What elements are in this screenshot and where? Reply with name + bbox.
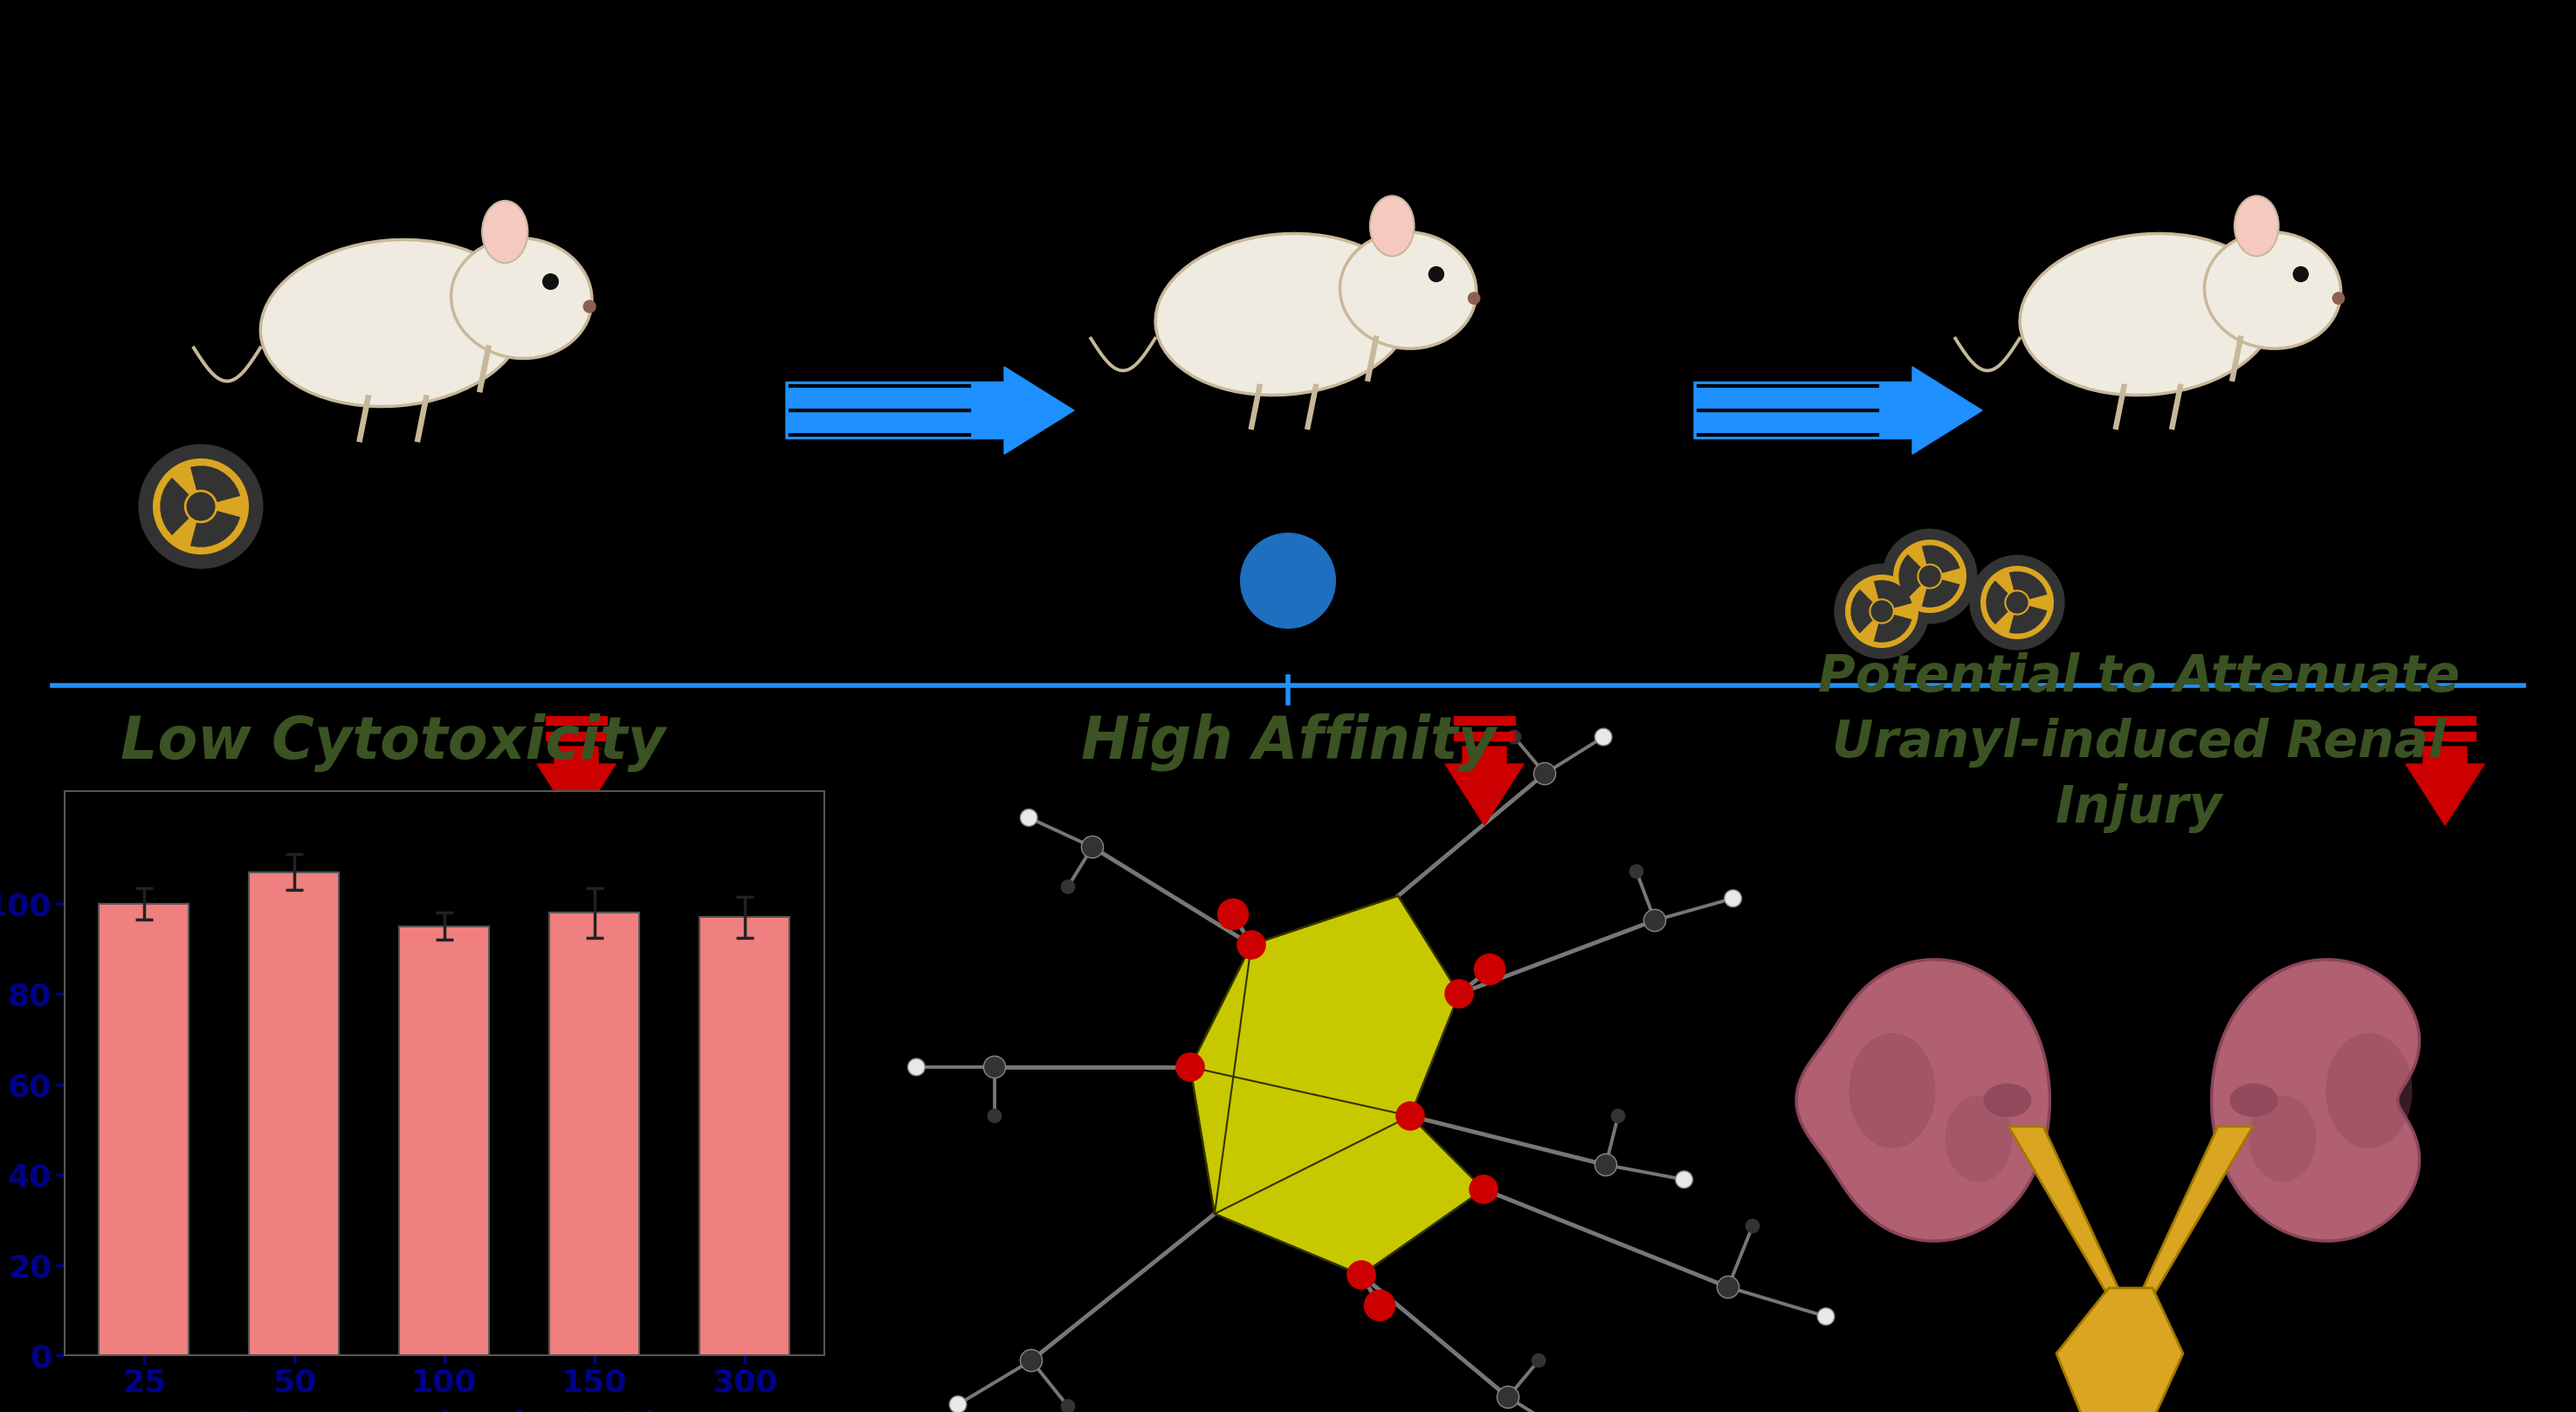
Ellipse shape xyxy=(1370,196,1414,256)
Circle shape xyxy=(1020,1350,1043,1371)
Bar xyxy=(701,918,791,1356)
Ellipse shape xyxy=(451,239,592,359)
Polygon shape xyxy=(2056,1288,2182,1412)
Circle shape xyxy=(1020,809,1038,826)
Ellipse shape xyxy=(1945,1096,2012,1182)
Circle shape xyxy=(2293,265,2308,282)
Circle shape xyxy=(1363,1289,1396,1322)
Ellipse shape xyxy=(2233,196,2280,256)
Circle shape xyxy=(544,274,559,289)
Polygon shape xyxy=(1850,589,1873,634)
Circle shape xyxy=(582,299,595,313)
Ellipse shape xyxy=(2231,1083,2277,1117)
FancyArrow shape xyxy=(2406,747,2483,825)
Text: Low Cytotoxicity: Low Cytotoxicity xyxy=(121,713,665,771)
Circle shape xyxy=(987,1108,1002,1124)
Circle shape xyxy=(1468,292,1481,305)
Text: Potential to Attenuate
Uranyl-induced Renal
Injury: Potential to Attenuate Uranyl-induced Re… xyxy=(1819,652,2460,833)
Polygon shape xyxy=(1190,897,1484,1275)
Ellipse shape xyxy=(2020,233,2277,395)
Polygon shape xyxy=(2009,1127,2120,1292)
Circle shape xyxy=(1643,909,1667,932)
Circle shape xyxy=(1595,1154,1618,1176)
Ellipse shape xyxy=(2326,1034,2411,1148)
Circle shape xyxy=(2007,592,2027,614)
Ellipse shape xyxy=(260,240,526,407)
Circle shape xyxy=(1507,730,1522,744)
FancyArrow shape xyxy=(1445,747,1525,825)
Circle shape xyxy=(907,1059,925,1076)
Ellipse shape xyxy=(482,201,528,263)
Circle shape xyxy=(1628,864,1643,878)
Circle shape xyxy=(1893,539,1965,613)
Circle shape xyxy=(1473,953,1504,986)
Polygon shape xyxy=(1899,555,1922,599)
Circle shape xyxy=(1883,528,1978,624)
Polygon shape xyxy=(2213,960,2419,1241)
Circle shape xyxy=(1530,1353,1546,1368)
Polygon shape xyxy=(191,511,240,546)
Circle shape xyxy=(1239,532,1337,628)
Polygon shape xyxy=(1873,580,1911,609)
Circle shape xyxy=(1347,1261,1376,1289)
Polygon shape xyxy=(2141,1127,2254,1292)
Polygon shape xyxy=(2009,572,2048,599)
Circle shape xyxy=(1744,1219,1759,1233)
Circle shape xyxy=(1061,1399,1074,1412)
Circle shape xyxy=(1175,1052,1206,1082)
Polygon shape xyxy=(1922,580,1960,607)
Polygon shape xyxy=(1873,614,1911,642)
Circle shape xyxy=(1497,1387,1520,1408)
Polygon shape xyxy=(160,477,188,535)
FancyArrow shape xyxy=(536,747,616,825)
Circle shape xyxy=(1844,575,1919,648)
Circle shape xyxy=(1610,1108,1625,1124)
Bar xyxy=(399,926,489,1356)
Circle shape xyxy=(1870,600,1893,623)
Circle shape xyxy=(1236,931,1265,960)
Bar xyxy=(250,873,340,1356)
Ellipse shape xyxy=(1157,233,1412,395)
Circle shape xyxy=(1834,563,1929,659)
Polygon shape xyxy=(1795,960,2050,1241)
Ellipse shape xyxy=(2249,1096,2316,1182)
Circle shape xyxy=(139,443,263,569)
Circle shape xyxy=(2331,292,2344,305)
Ellipse shape xyxy=(1984,1083,2032,1117)
Circle shape xyxy=(1216,898,1249,931)
Circle shape xyxy=(152,459,250,555)
Text: High Affinity: High Affinity xyxy=(1079,713,1497,771)
Circle shape xyxy=(1533,762,1556,785)
Bar xyxy=(549,912,639,1356)
Ellipse shape xyxy=(2205,232,2342,349)
Circle shape xyxy=(1061,880,1074,894)
Circle shape xyxy=(1718,1276,1739,1298)
Circle shape xyxy=(1919,565,1940,587)
Circle shape xyxy=(1595,729,1613,746)
Ellipse shape xyxy=(1850,1034,1935,1148)
X-axis label: Concentration (μg/mL): Concentration (μg/mL) xyxy=(229,1411,659,1412)
Circle shape xyxy=(1723,890,1741,907)
Circle shape xyxy=(984,1056,1005,1079)
Circle shape xyxy=(1427,265,1445,282)
Circle shape xyxy=(1816,1308,1834,1324)
Circle shape xyxy=(1468,1175,1499,1204)
Polygon shape xyxy=(191,466,240,503)
Circle shape xyxy=(1445,979,1473,1008)
Bar xyxy=(98,904,188,1356)
Circle shape xyxy=(1981,566,2053,640)
Polygon shape xyxy=(2009,606,2048,634)
Polygon shape xyxy=(1922,545,1960,573)
Circle shape xyxy=(185,491,216,521)
Circle shape xyxy=(1396,1101,1425,1131)
Circle shape xyxy=(951,1396,966,1412)
FancyArrow shape xyxy=(1695,367,1981,455)
FancyArrow shape xyxy=(786,367,1074,455)
Circle shape xyxy=(1971,555,2066,650)
Ellipse shape xyxy=(1340,232,1476,349)
Polygon shape xyxy=(1986,580,2009,624)
Circle shape xyxy=(1674,1171,1692,1187)
Circle shape xyxy=(1082,836,1103,858)
